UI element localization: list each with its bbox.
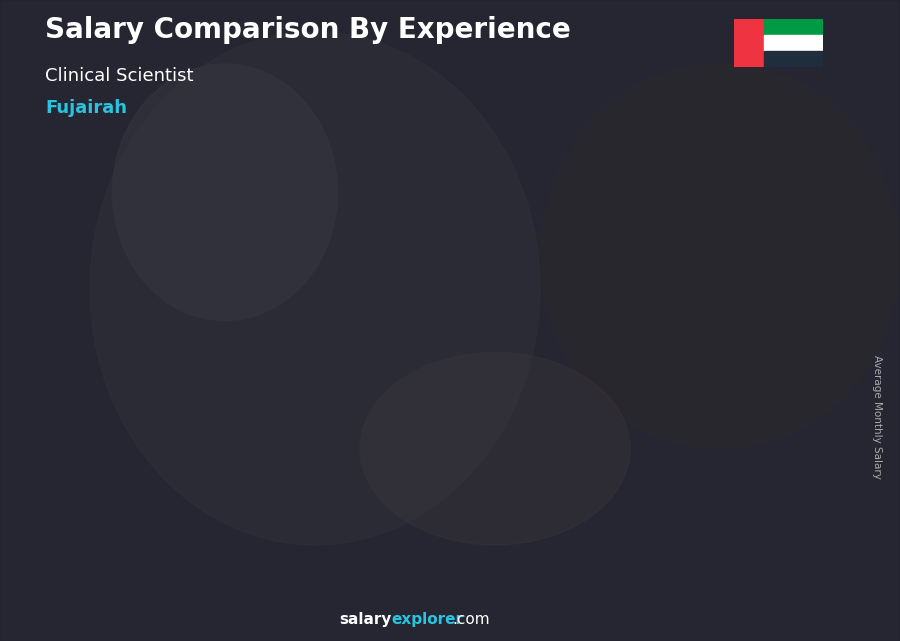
Ellipse shape xyxy=(540,64,900,449)
Text: salary: salary xyxy=(339,612,392,627)
Bar xyxy=(97,451,163,454)
Text: 16,900 AED: 16,900 AED xyxy=(93,437,166,449)
Bar xyxy=(97,555,163,564)
Bar xyxy=(734,19,763,67)
Bar xyxy=(728,304,794,564)
Bar xyxy=(728,544,794,564)
Bar xyxy=(763,51,824,67)
Text: explorer: explorer xyxy=(392,612,464,627)
Bar xyxy=(349,549,415,564)
Bar xyxy=(728,304,794,312)
Text: .com: .com xyxy=(453,612,490,627)
Text: Clinical Scientist: Clinical Scientist xyxy=(45,67,193,85)
Bar xyxy=(476,344,542,349)
Ellipse shape xyxy=(112,64,338,321)
Text: Average Monthly Salary: Average Monthly Salary xyxy=(872,354,883,479)
Text: 33,000 AED: 33,000 AED xyxy=(472,329,545,342)
Bar xyxy=(500,344,508,564)
Text: 36,500 AED: 36,500 AED xyxy=(598,306,671,319)
Text: +6%: +6% xyxy=(675,278,721,296)
Bar xyxy=(122,451,130,564)
Text: +11%: +11% xyxy=(543,294,601,312)
Bar xyxy=(223,422,289,426)
Text: Salary Comparison By Experience: Salary Comparison By Experience xyxy=(45,16,571,44)
Bar xyxy=(349,377,415,381)
Bar xyxy=(97,451,163,564)
Ellipse shape xyxy=(90,32,540,545)
Bar xyxy=(476,547,542,564)
Text: 21,300 AED: 21,300 AED xyxy=(220,407,292,420)
Text: Fujairah: Fujairah xyxy=(45,99,127,117)
Text: +18%: +18% xyxy=(417,318,474,336)
Text: +32%: +32% xyxy=(290,351,348,369)
Bar xyxy=(223,422,289,564)
Text: +26%: +26% xyxy=(164,397,222,415)
Ellipse shape xyxy=(360,353,630,545)
Bar xyxy=(223,553,289,564)
Text: 38,900 AED: 38,900 AED xyxy=(724,290,798,303)
Bar xyxy=(753,304,761,564)
Bar xyxy=(602,320,668,564)
Bar xyxy=(349,377,415,564)
Bar xyxy=(627,320,634,564)
Bar xyxy=(602,545,668,564)
Bar xyxy=(374,377,382,564)
Bar xyxy=(602,320,668,327)
Bar xyxy=(248,422,256,564)
Bar xyxy=(763,35,824,51)
Bar xyxy=(476,344,542,564)
Text: 28,100 AED: 28,100 AED xyxy=(346,362,419,375)
Bar xyxy=(763,19,824,35)
